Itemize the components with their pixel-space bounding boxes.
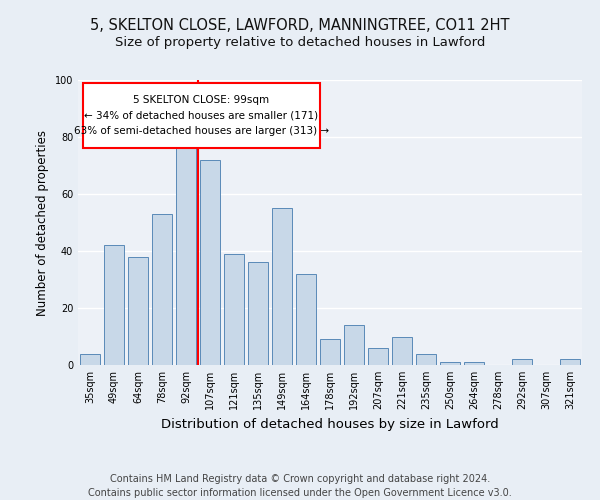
Bar xyxy=(464,362,484,365)
Bar xyxy=(560,360,580,365)
Bar xyxy=(80,354,100,365)
Bar xyxy=(512,360,532,365)
Text: Contains HM Land Registry data © Crown copyright and database right 2024.
Contai: Contains HM Land Registry data © Crown c… xyxy=(88,474,512,498)
Bar xyxy=(128,256,148,365)
FancyBboxPatch shape xyxy=(83,83,320,148)
Bar xyxy=(272,208,292,365)
X-axis label: Distribution of detached houses by size in Lawford: Distribution of detached houses by size … xyxy=(161,418,499,430)
Bar xyxy=(200,160,220,365)
Bar xyxy=(248,262,268,365)
Bar xyxy=(392,336,412,365)
Text: 5, SKELTON CLOSE, LAWFORD, MANNINGTREE, CO11 2HT: 5, SKELTON CLOSE, LAWFORD, MANNINGTREE, … xyxy=(90,18,510,32)
Text: 5 SKELTON CLOSE: 99sqm
← 34% of detached houses are smaller (171)
63% of semi-de: 5 SKELTON CLOSE: 99sqm ← 34% of detached… xyxy=(74,95,329,136)
Bar xyxy=(296,274,316,365)
Bar xyxy=(152,214,172,365)
Y-axis label: Number of detached properties: Number of detached properties xyxy=(36,130,49,316)
Bar xyxy=(224,254,244,365)
Bar xyxy=(416,354,436,365)
Bar xyxy=(104,246,124,365)
Bar xyxy=(440,362,460,365)
Text: Size of property relative to detached houses in Lawford: Size of property relative to detached ho… xyxy=(115,36,485,49)
Bar xyxy=(320,340,340,365)
Bar xyxy=(368,348,388,365)
Bar xyxy=(176,134,196,365)
Bar xyxy=(344,325,364,365)
